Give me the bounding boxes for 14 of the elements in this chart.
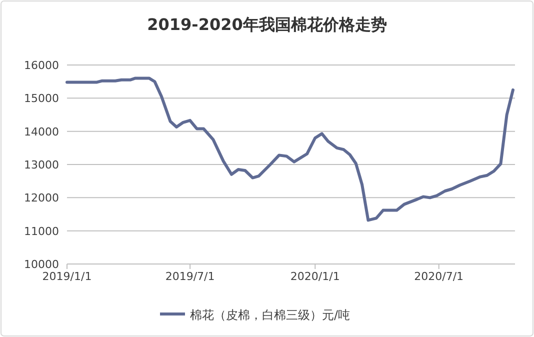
y-tick-label: 10000 [24, 258, 59, 271]
legend-label: 棉花（皮棉，白棉三级）元/吨 [190, 308, 350, 322]
y-tick-label: 13000 [24, 158, 59, 172]
y-tick-label: 14000 [24, 125, 59, 138]
line-series [66, 76, 514, 222]
x-tick-label: 2019/1/1 [42, 270, 92, 283]
x-tick-label: 2020/7/1 [414, 270, 464, 283]
x-tick-label: 2020/1/1 [290, 270, 340, 283]
x-tick-label: 2019/7/1 [165, 270, 215, 283]
y-tick-label: 12000 [24, 192, 59, 205]
chart-title: 2019-2020年我国棉花价格走势 [147, 15, 387, 34]
y-tick-label: 16000 [24, 59, 59, 72]
y-tick-label: 15000 [24, 92, 59, 106]
y-tick-label: 11000 [24, 224, 59, 238]
